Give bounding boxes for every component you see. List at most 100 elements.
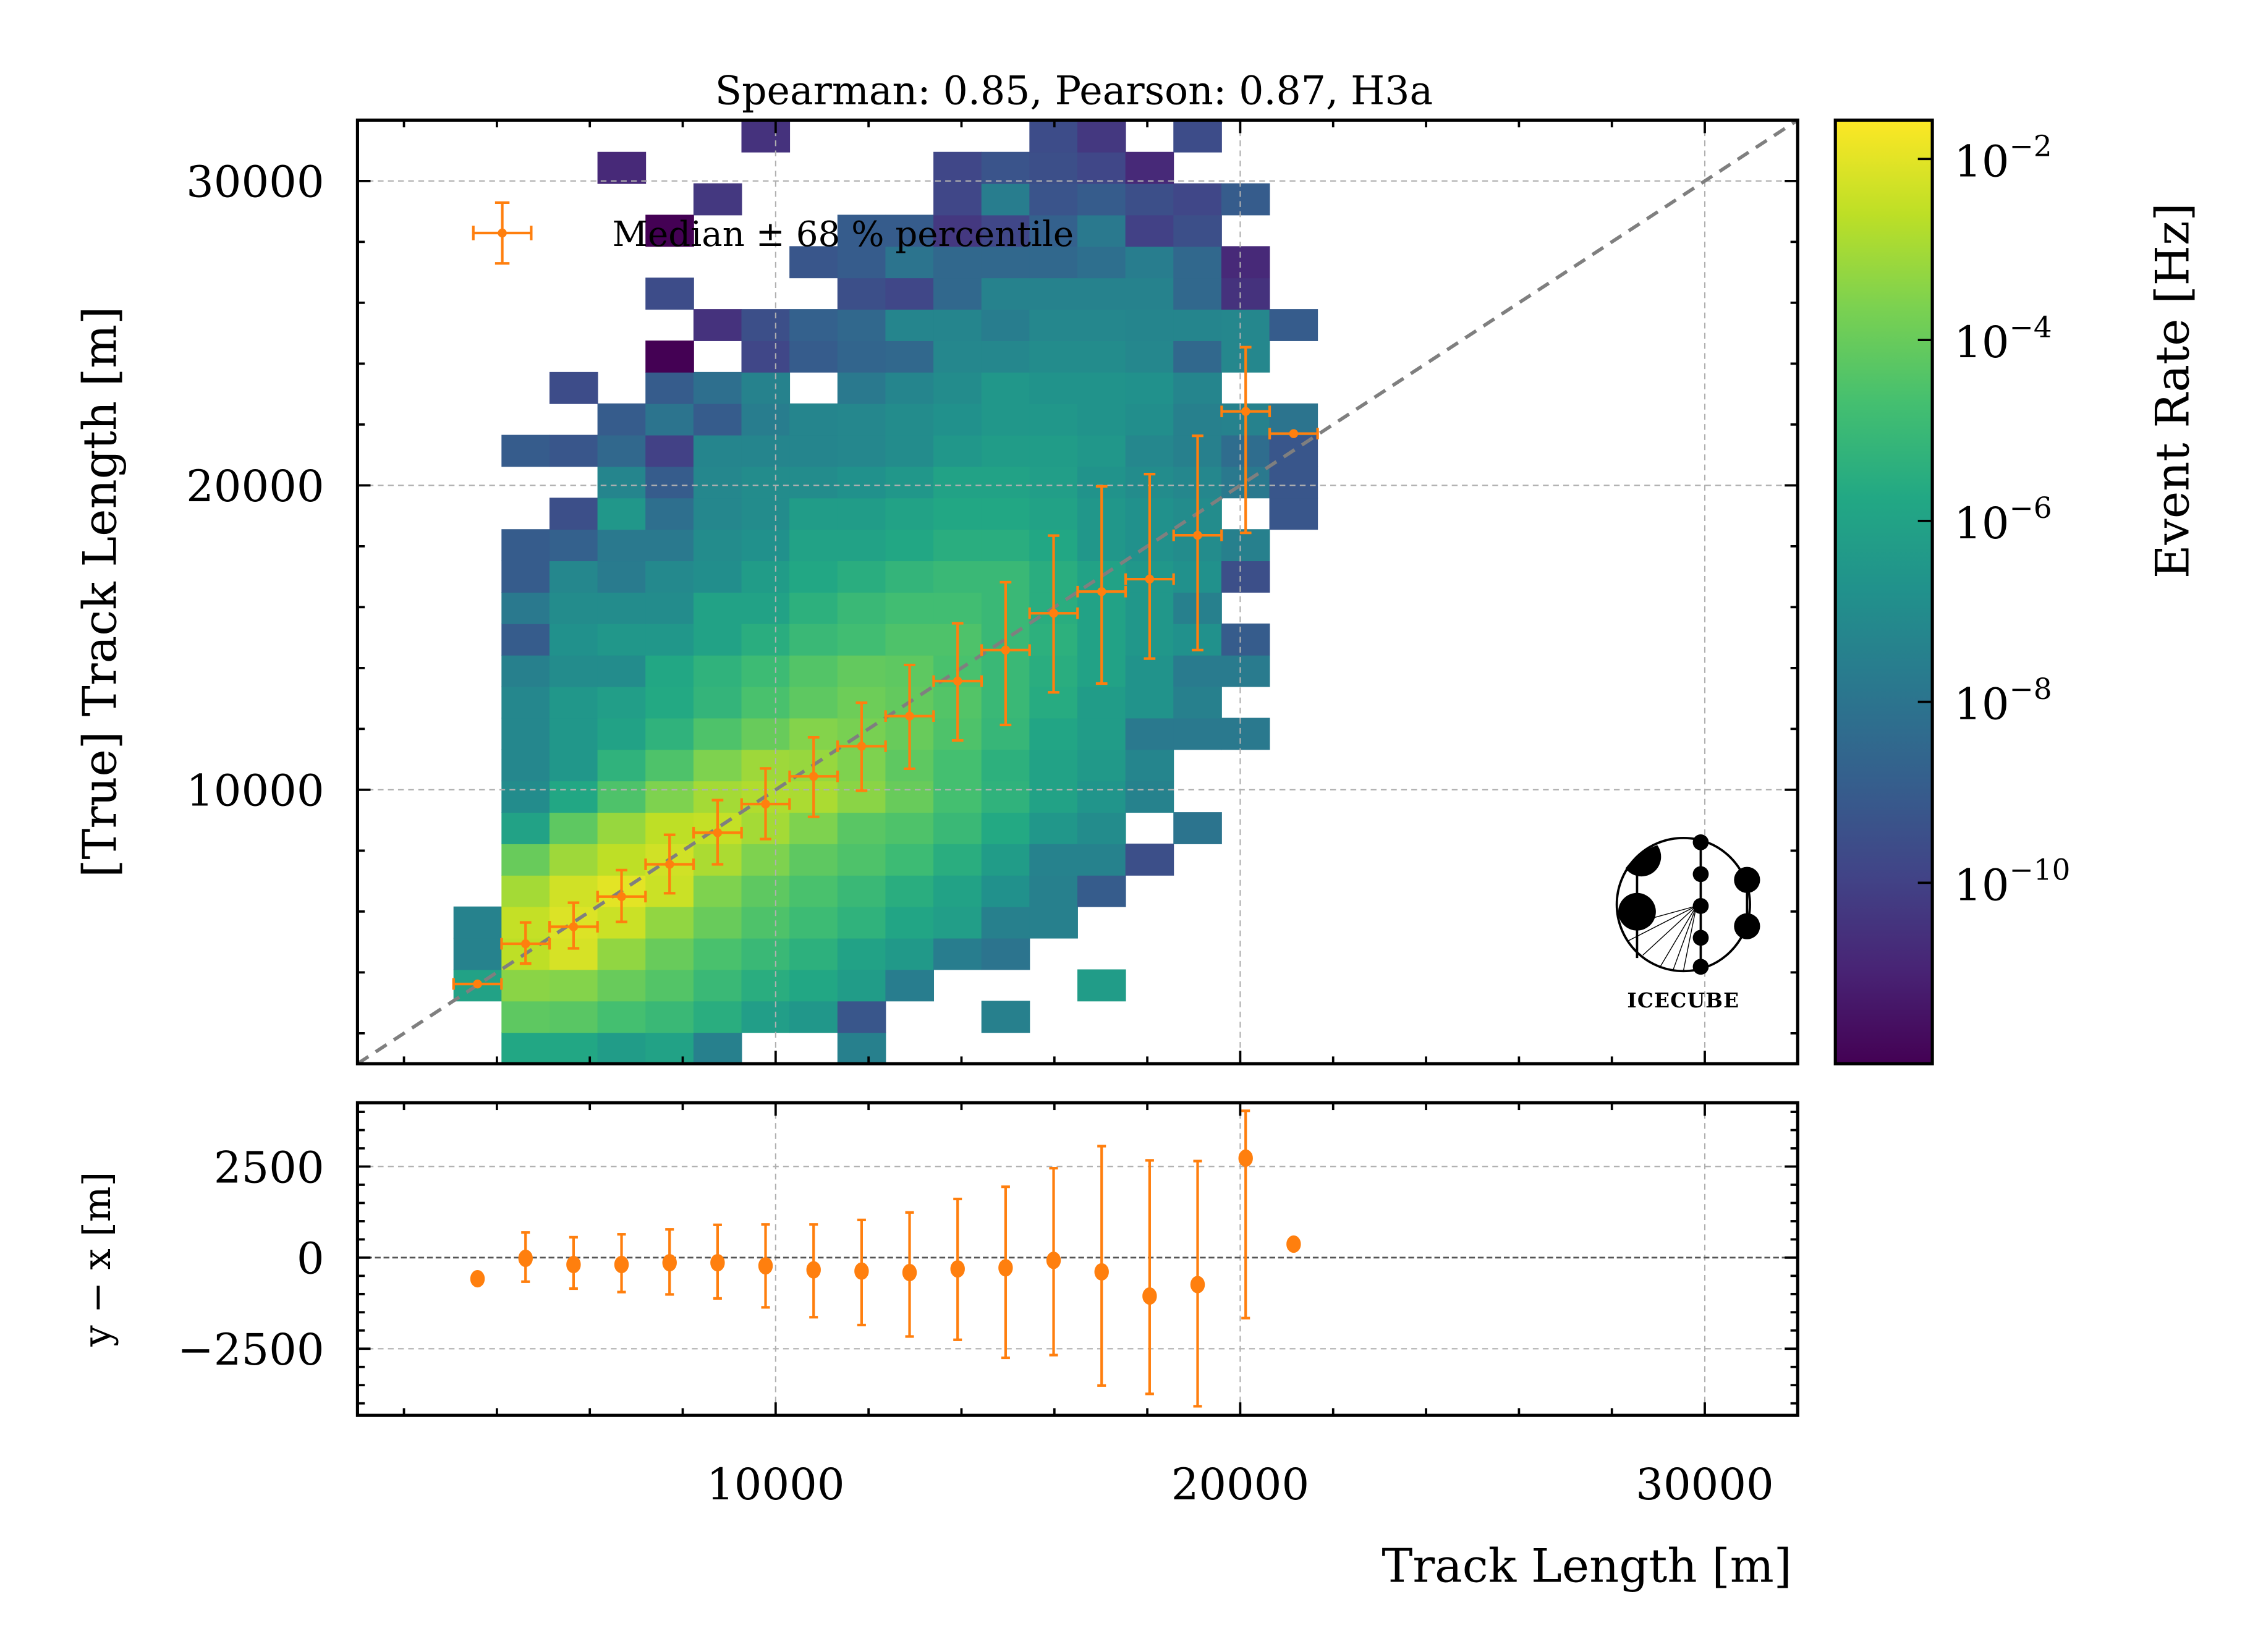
heatmap-cell (645, 591, 694, 624)
x-axis-label: Track Length [m] (1382, 1538, 1792, 1593)
heatmap-cell (1173, 812, 1222, 844)
heatmap-cell (693, 875, 742, 907)
heatmap-cell (693, 403, 742, 436)
median-point (788, 736, 839, 818)
heatmap-cell (837, 623, 886, 656)
heatmap-cell (1029, 875, 1078, 907)
heatmap-cell (1077, 749, 1126, 782)
heatmap-cell (981, 340, 1030, 373)
colorbar-ticks: 10−2 10−4 10−6 10−8 10−10 (1917, 130, 2070, 910)
legend-label: Median ± 68 % percentile (613, 214, 1074, 255)
heatmap-cell (885, 843, 935, 876)
heatmap-cell (837, 1032, 886, 1064)
residual-point (1094, 1145, 1109, 1387)
heatmap-cell (597, 686, 647, 719)
heatmap-cell (837, 309, 886, 341)
colorbar-label: Event Rate [Hz] (2146, 203, 2200, 578)
heatmap-cell (1077, 969, 1126, 1002)
heatmap-cell (501, 561, 550, 593)
heatmap-cell (549, 371, 598, 404)
median-point (836, 701, 887, 792)
heatmap-cell (837, 938, 886, 970)
heatmap-cell (933, 529, 982, 562)
heatmap-cell (453, 906, 503, 939)
heatmap-cell (693, 371, 742, 404)
residual-marker (806, 1261, 821, 1279)
heatmap-cell (1125, 277, 1174, 310)
heatmap-cell (693, 529, 742, 562)
heatmap-cell (1173, 340, 1222, 373)
heatmap-cell (885, 969, 935, 1002)
heatmap-cell (1029, 371, 1078, 404)
heatmap-cell (741, 561, 791, 593)
heatmap-cell (933, 151, 982, 184)
heatmap-cell (645, 718, 694, 750)
heatmap-cell (1125, 781, 1174, 813)
heatmap-cell (645, 969, 694, 1002)
heatmap-cell (1029, 246, 1078, 279)
heatmap-cell (501, 812, 550, 844)
heatmap-cell (837, 214, 886, 247)
heatmap-cell (597, 403, 647, 436)
heatmap-cell (933, 309, 982, 341)
residual-marker (1094, 1263, 1109, 1281)
heatmap-cell (693, 309, 742, 341)
heatmap-cell (501, 969, 550, 1002)
diagonal-line (357, 120, 1798, 1064)
median-point (1076, 485, 1127, 685)
heatmap-cell (741, 434, 791, 467)
heatmap-cell (981, 151, 1030, 184)
median-marker (520, 939, 530, 949)
heatmap-cell (933, 371, 982, 404)
heatmap-cell (645, 529, 694, 562)
heatmap-cell (1173, 371, 1222, 404)
residual-point (662, 1228, 677, 1296)
main-panel: 10000 20000 30000 Median ± 68 % percentile (72, 118, 1799, 1065)
residual-point (614, 1233, 629, 1294)
heatmap-cell (789, 498, 838, 530)
heatmap-cell (1269, 309, 1318, 341)
heatmap-cell (981, 529, 1030, 562)
heatmap-cell (981, 183, 1030, 216)
residual-point (806, 1223, 821, 1319)
heatmap-cell (1269, 466, 1318, 499)
heatmap-cell (885, 466, 935, 499)
heatmap-cell (597, 938, 647, 970)
heatmap-cell (1077, 718, 1126, 750)
main-y-tick-labels: 10000 20000 30000 (186, 157, 324, 816)
y-tick-label: 0 (297, 1234, 325, 1284)
heatmap-cell (1173, 309, 1222, 341)
heatmap-cell (981, 812, 1030, 844)
heatmap-cell (645, 466, 694, 499)
heatmap-cell (741, 875, 791, 907)
residual-axes-frame (355, 1101, 1799, 1417)
y-tick-label: 20000 (186, 461, 324, 512)
residual-point (566, 1235, 581, 1290)
colorbar-frame (1833, 118, 1934, 1065)
heatmap-cell (501, 434, 550, 467)
heatmap-cell (1221, 654, 1270, 687)
median-marker (953, 676, 962, 686)
residual-marker (950, 1260, 965, 1278)
residual-marker (1286, 1235, 1301, 1253)
heatmap-cell (1221, 246, 1270, 279)
heatmap-cell (741, 686, 791, 719)
main-axes-frame (355, 118, 1799, 1065)
heatmap-cell (741, 498, 791, 530)
heatmap-cell (1221, 623, 1270, 656)
heatmap-cell (645, 498, 694, 530)
heatmap-cell (981, 214, 1030, 247)
median-marker (1097, 587, 1106, 596)
heatmap-cell (885, 309, 935, 341)
heatmap-cell (789, 529, 838, 562)
median-point (548, 901, 599, 950)
heatmap-cell (1029, 403, 1078, 436)
heatmap-cell (885, 812, 935, 844)
median-point (500, 921, 551, 965)
heatmap-cell (693, 654, 742, 687)
heatmap-cell (549, 781, 598, 813)
heatmap-cell (1221, 529, 1270, 562)
colorbar-tick-label: 10−6 (1954, 492, 2052, 549)
heatmap-cell (789, 434, 838, 467)
heatmap-cell (837, 969, 886, 1002)
